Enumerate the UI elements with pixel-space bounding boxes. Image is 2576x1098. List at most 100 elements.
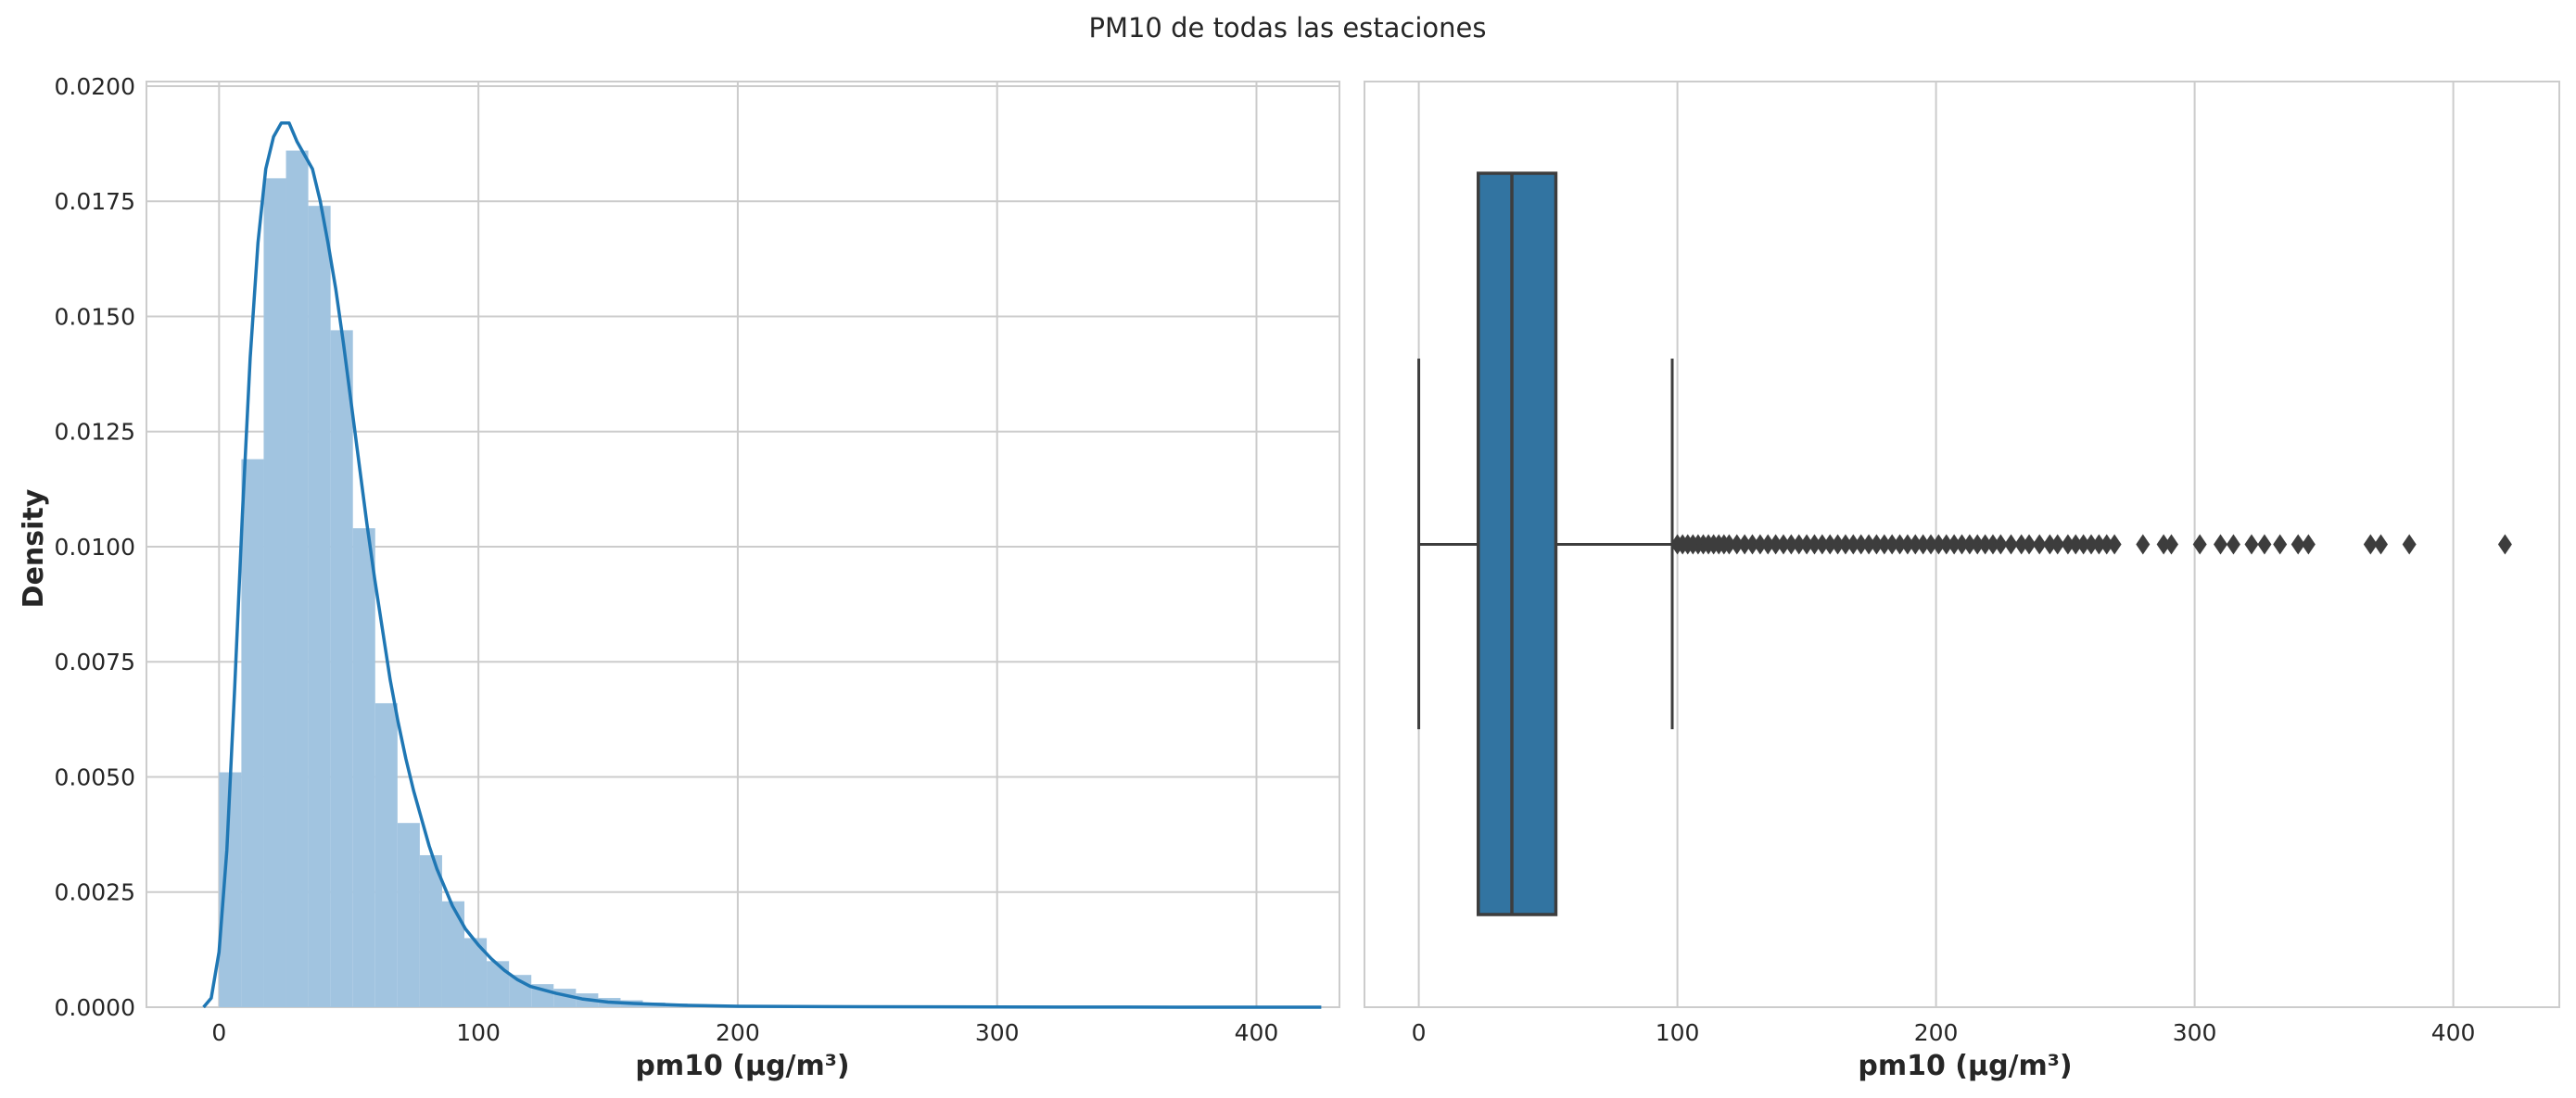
boxplot-x-tick-label: 300 <box>2173 1019 2217 1046</box>
boxplot-x-axis-label: pm10 (µg/m³) <box>1858 1050 2072 1082</box>
boxplot-outlier <box>1815 534 1830 555</box>
histogram-bar <box>419 854 442 1007</box>
histogram-y-tick-label: 0.0200 <box>55 73 135 100</box>
histogram-y-tick-label: 0.0175 <box>55 188 135 215</box>
boxplot-outlier <box>2156 534 2171 555</box>
boxplot-outlier <box>1799 534 1814 555</box>
boxplot-outlier <box>1962 534 1977 555</box>
histogram-bar <box>487 961 510 1007</box>
boxplot-outlier <box>2004 534 2019 555</box>
histogram-y-tick-labels: 0.0000 0.0025 0.0050 0.0075 0.0100 0.0125 0.01… <box>55 73 135 1021</box>
boxplot-outlier <box>1884 534 1899 555</box>
boxplot-outlier <box>1721 534 1736 555</box>
boxplot-x-tick-labels: 0 100 200 300 400 <box>1412 1019 2476 1046</box>
boxplot-outlier <box>1908 534 1922 555</box>
boxplot-x-tick-label: 0 <box>1412 1019 1427 1046</box>
boxplot-outlier <box>2373 534 2388 555</box>
boxplot-outlier <box>1846 534 1860 555</box>
histogram-x-axis-label: pm10 (µg/m³) <box>635 1050 849 1082</box>
boxplot-outlier <box>2042 534 2057 555</box>
boxplot-outlier <box>1947 534 1961 555</box>
histogram-y-tick-label: 0.0025 <box>55 879 135 906</box>
boxplot-outlier <box>2084 534 2099 555</box>
histogram-y-axis-label: Density <box>18 488 50 608</box>
boxplot-outlier <box>1900 534 1915 555</box>
boxplot-outlier <box>1730 534 1745 555</box>
boxplot-outlier <box>1776 534 1791 555</box>
boxplot-outlier <box>2273 534 2288 555</box>
boxplot-outlier <box>2014 534 2029 555</box>
boxplot-x-tick-label: 200 <box>1914 1019 1959 1046</box>
kde-curve-group <box>202 120 1322 1009</box>
boxplot-outlier <box>2497 534 2512 555</box>
histogram-x-tick-label: 400 <box>1235 1019 1279 1046</box>
kde-curve <box>202 120 1322 1009</box>
boxplot-outlier <box>1745 534 1760 555</box>
boxplot-panel: 0 100 200 300 400 pm10 (µg/m³) <box>1364 81 2560 1082</box>
histogram-y-tick-label: 0.0000 <box>55 994 135 1021</box>
boxplot-outlier <box>2402 534 2417 555</box>
boxplot-outlier <box>1970 534 1985 555</box>
histogram-x-tick-label: 100 <box>456 1019 501 1046</box>
boxplot-outlier <box>1737 534 1752 555</box>
boxplot-outlier <box>2214 534 2228 555</box>
histogram-x-tick-label: 0 <box>211 1019 226 1046</box>
boxplot-outlier <box>1783 534 1798 555</box>
boxplot-outlier <box>1877 534 1892 555</box>
boxplot-box <box>1477 171 1558 916</box>
boxplot-outlier <box>2061 534 2075 555</box>
histogram-bar <box>241 459 264 1007</box>
histogram-bar <box>308 206 331 1007</box>
boxplot-outlier <box>2050 534 2065 555</box>
histogram-x-tick-labels: 0 100 200 300 400 <box>211 1019 1278 1046</box>
boxplot-outlier <box>1939 534 1954 555</box>
boxplot-box-group <box>1417 171 1674 916</box>
boxplot-outlier <box>2022 534 2037 555</box>
histogram-bar <box>286 150 309 1007</box>
boxplot-outlier <box>2244 534 2259 555</box>
boxplot-outlier <box>1760 534 1775 555</box>
histogram-bar <box>374 702 398 1007</box>
histogram-y-tick-label: 0.0100 <box>55 534 135 561</box>
boxplot-outlier <box>1838 534 1853 555</box>
histogram-y-tick-label: 0.0150 <box>55 303 135 330</box>
boxplot-outlier <box>1792 534 1807 555</box>
boxplot-outlier <box>2068 534 2083 555</box>
boxplot-outlier <box>2226 534 2240 555</box>
histogram-x-tick-label: 300 <box>975 1019 1020 1046</box>
histogram-bar <box>263 178 286 1007</box>
histogram-bar <box>441 901 465 1007</box>
boxplot-outlier <box>1955 534 1969 555</box>
histogram-x-tick-label: 200 <box>716 1019 760 1046</box>
boxplot-x-tick-label: 400 <box>2431 1019 2476 1046</box>
boxplot-outliers <box>1670 534 2512 555</box>
boxplot-outlier <box>1807 534 1821 555</box>
boxplot-outlier <box>2290 534 2305 555</box>
histogram-bar <box>397 823 420 1007</box>
boxplot-outlier <box>2301 534 2316 555</box>
boxplot-x-tick-label: 100 <box>1656 1019 1700 1046</box>
boxplot-outlier <box>1986 534 2000 555</box>
boxplot-outlier <box>2032 534 2047 555</box>
boxplot-outlier <box>2192 534 2207 555</box>
boxplot-outlier <box>2164 534 2178 555</box>
boxplot-outlier <box>1916 534 1931 555</box>
histogram-bars <box>219 150 1000 1007</box>
histogram-bar <box>352 528 375 1007</box>
boxplot-outlier <box>2257 534 2272 555</box>
histogram-y-tick-label: 0.0050 <box>55 764 135 790</box>
boxplot-outlier <box>2100 534 2114 555</box>
boxplot-outlier <box>1978 534 1993 555</box>
histogram-y-tick-label: 0.0075 <box>55 649 135 675</box>
boxplot-outlier <box>1769 534 1783 555</box>
boxplot-outlier <box>1861 534 1876 555</box>
boxplot-outlier <box>1753 534 1768 555</box>
boxplot-outlier <box>1893 534 1908 555</box>
boxplot-outlier <box>1993 534 2008 555</box>
boxplot-outlier <box>1869 534 1884 555</box>
boxplot-outlier <box>2091 534 2106 555</box>
boxplot-outlier <box>1854 534 1869 555</box>
boxplot-outlier <box>2363 534 2378 555</box>
histogram-panel: 0 100 200 300 400 0.0000 0.0025 0.0050 0.0075 0.… <box>18 73 1340 1082</box>
